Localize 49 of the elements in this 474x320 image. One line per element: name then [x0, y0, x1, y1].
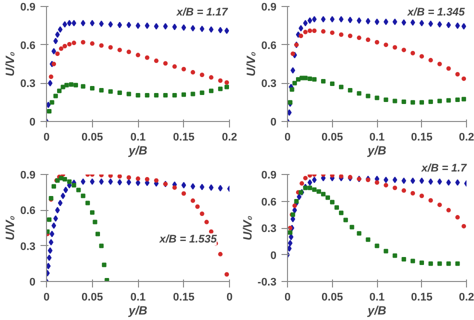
x-tick-label: 0.2: [458, 292, 474, 304]
x-tick-label: 0: [226, 292, 233, 304]
annotation: x/B = 1.17: [176, 6, 229, 18]
x-tick-label: 0.15: [411, 132, 432, 144]
y-tick-label: 0: [29, 276, 36, 288]
annotation: x/B = 1.535: [158, 233, 218, 246]
x-tick-label: 0.15: [173, 292, 194, 304]
y-tick-label: 0.6: [261, 40, 277, 52]
y-tick-label: 0.3: [20, 240, 36, 253]
x-tick-label: 0.05: [322, 292, 343, 304]
y-tick-label: 0.3: [261, 223, 277, 235]
y-tick-label: 0.6: [20, 205, 36, 218]
y-tick-label: 0: [29, 116, 36, 128]
x-tick-label: 0.05: [322, 132, 343, 144]
x-axis-title: y/B: [366, 144, 387, 158]
annotation: x/B = 1.345: [406, 6, 466, 18]
x-tick-label: 0: [284, 292, 291, 304]
y-tick-label: -0.3: [258, 276, 277, 288]
x-tick-label: 0.1: [130, 292, 146, 304]
x-tick-label: 0.15: [173, 132, 194, 144]
x-tick-label: 0.2: [458, 132, 474, 144]
x-tick-label: 0.05: [82, 292, 103, 304]
x-axis-title: y/B: [128, 304, 148, 318]
y-tick-label: 0.9: [261, 2, 277, 14]
y-axis-title: U/V₀: [3, 51, 18, 76]
x-tick-label: 0: [284, 132, 291, 144]
y-axis-title: U/V₀: [240, 215, 255, 240]
y-tick-label: 0.9: [20, 170, 36, 182]
x-tick-label: 0.1: [130, 132, 146, 144]
x-tick-label: 0.15: [411, 292, 432, 304]
y-tick-label: 0.6: [20, 40, 36, 52]
y-tick-label: 0: [270, 250, 277, 262]
x-tick-label: 0.1: [369, 132, 385, 144]
x-axis-title: y/B: [366, 304, 387, 318]
y-axis-title: U/V₀: [244, 51, 258, 76]
y-tick-label: 0.9: [20, 2, 36, 14]
y-tick-label: 0: [270, 116, 277, 128]
y-tick-label: 0.9: [261, 170, 277, 182]
x-tick-label: 0.2: [222, 132, 238, 144]
text: x/B = 1.7: [420, 162, 468, 174]
x-tick-label: 0: [43, 292, 50, 304]
x-axis-title: y/B: [128, 144, 148, 158]
y-tick-label: 0.6: [261, 196, 277, 208]
x-tick-label: 0.05: [82, 132, 103, 144]
y-tick-label: 0.3: [261, 78, 277, 90]
y-axis-title: U/V₀: [3, 215, 18, 240]
y-tick-label: 0.3: [20, 78, 36, 90]
x-tick-label: 0: [43, 132, 50, 144]
x-tick-label: 0.1: [369, 292, 385, 304]
